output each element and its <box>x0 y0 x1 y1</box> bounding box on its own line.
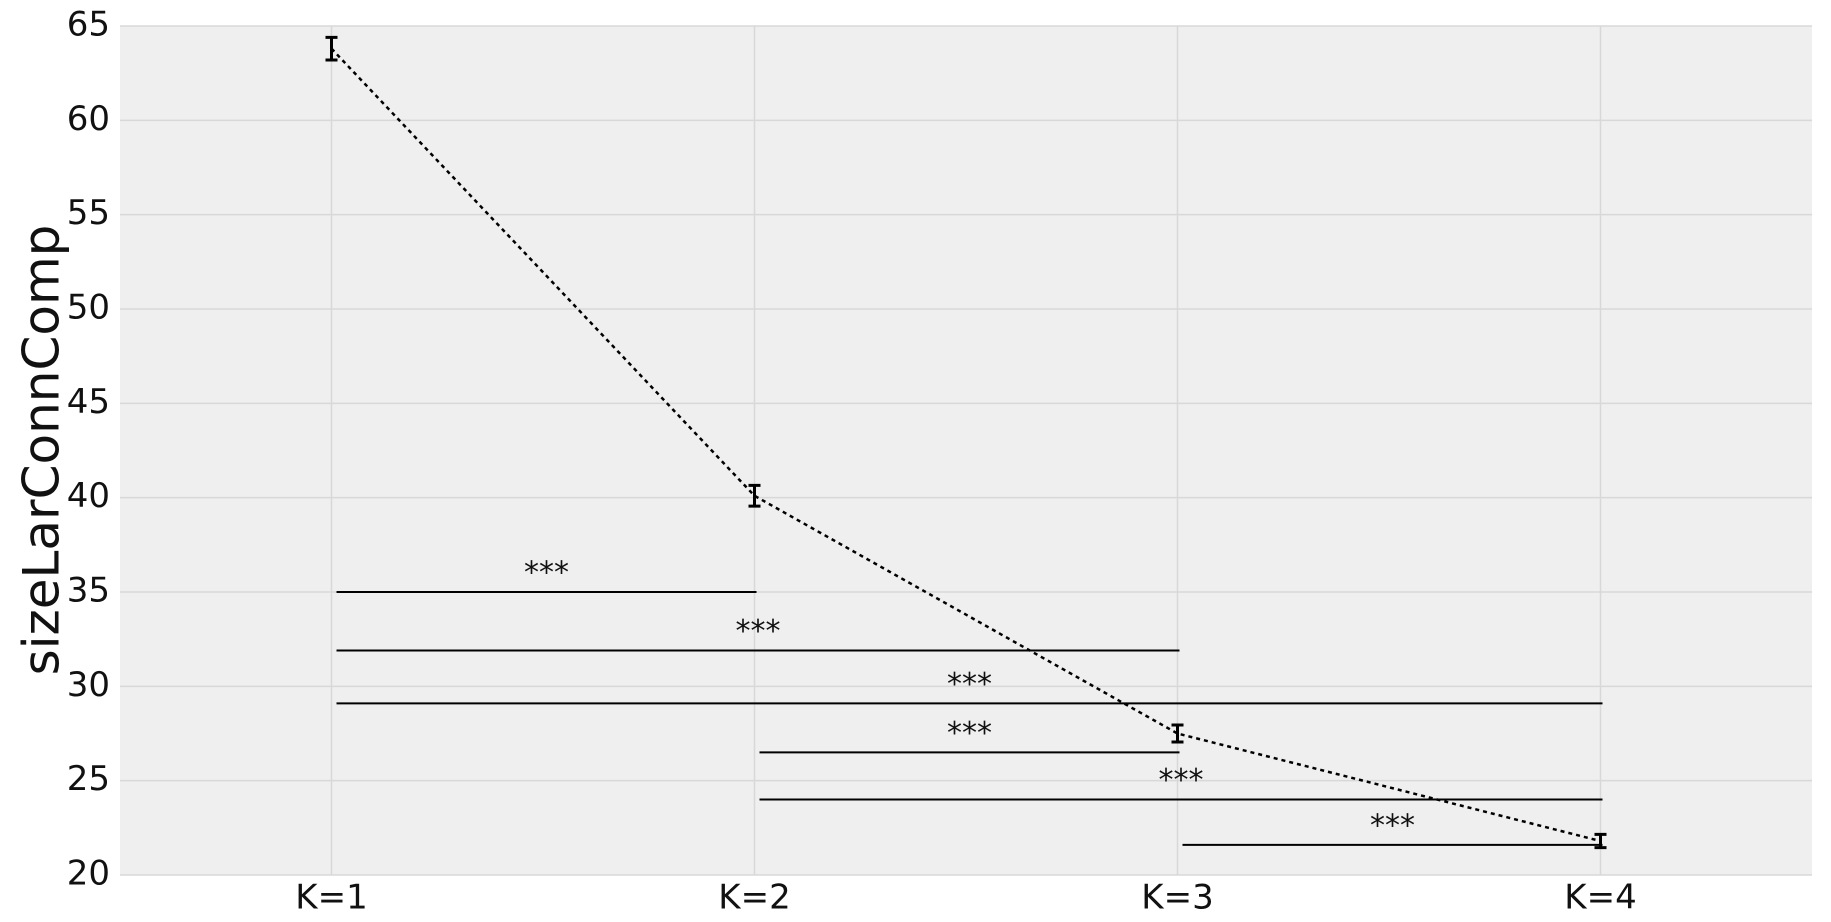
y-tick-label: 55 <box>67 193 110 233</box>
y-tick-label: 60 <box>67 99 110 139</box>
line <box>330 47 1601 843</box>
x-tick-label: K=3 <box>1141 878 1213 918</box>
plot-area <box>120 26 1812 875</box>
y-tick-label: 45 <box>67 382 110 422</box>
significance-label: *** <box>947 667 992 702</box>
y-axis-label: sizeLarConnComp <box>13 225 71 676</box>
error-bar <box>1171 723 1184 744</box>
error-bar <box>748 483 761 508</box>
y-tick-label: 50 <box>67 288 110 328</box>
significance-label: *** <box>947 716 992 751</box>
y-tick-label: 30 <box>67 665 110 705</box>
y-tick-label: 35 <box>67 571 110 611</box>
y-tick-label: 25 <box>67 759 110 799</box>
y-tick-label: 40 <box>67 476 110 516</box>
significance-label: *** <box>736 614 781 649</box>
significance-label: *** <box>524 556 569 591</box>
x-tick-label: K=4 <box>1564 878 1636 918</box>
y-tick-label: 65 <box>67 5 110 45</box>
x-tick-label: K=1 <box>295 878 367 918</box>
significance-label: *** <box>1159 763 1204 798</box>
significance-label: *** <box>1370 808 1415 843</box>
error-bar <box>325 35 338 62</box>
y-tick-label: 20 <box>67 854 110 894</box>
x-tick-label: K=2 <box>718 878 790 918</box>
